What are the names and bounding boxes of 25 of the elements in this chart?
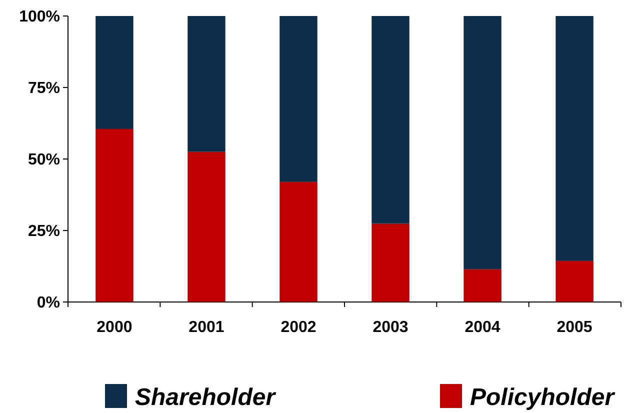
bar: [96, 16, 134, 129]
legend-label: Policyholder: [470, 384, 616, 411]
y-tick-label: 25%: [28, 223, 60, 240]
bar: [280, 182, 318, 302]
x-tick-label: 2004: [464, 319, 500, 336]
bar: [464, 269, 502, 302]
bar: [464, 16, 502, 270]
y-tick-label: 0%: [36, 294, 60, 312]
bar: [556, 16, 594, 261]
y-tick-label: 75%: [28, 80, 60, 98]
x-tick-label: 2002: [280, 319, 316, 336]
bar: [372, 223, 410, 302]
x-tick-label: 2003: [372, 319, 408, 336]
y-tick-label: 50%: [28, 152, 60, 169]
bar: [188, 16, 226, 152]
bar: [280, 16, 318, 182]
bar: [556, 260, 594, 302]
x-tick-label: 2000: [96, 319, 132, 336]
y-tick-label: 100%: [19, 8, 60, 26]
bar: [188, 152, 226, 302]
bar: [96, 128, 134, 302]
x-tick-label: 2001: [188, 319, 224, 336]
legend-label: Shareholder: [135, 384, 277, 411]
bar: [372, 16, 410, 224]
x-tick-label: 2005: [556, 319, 592, 336]
